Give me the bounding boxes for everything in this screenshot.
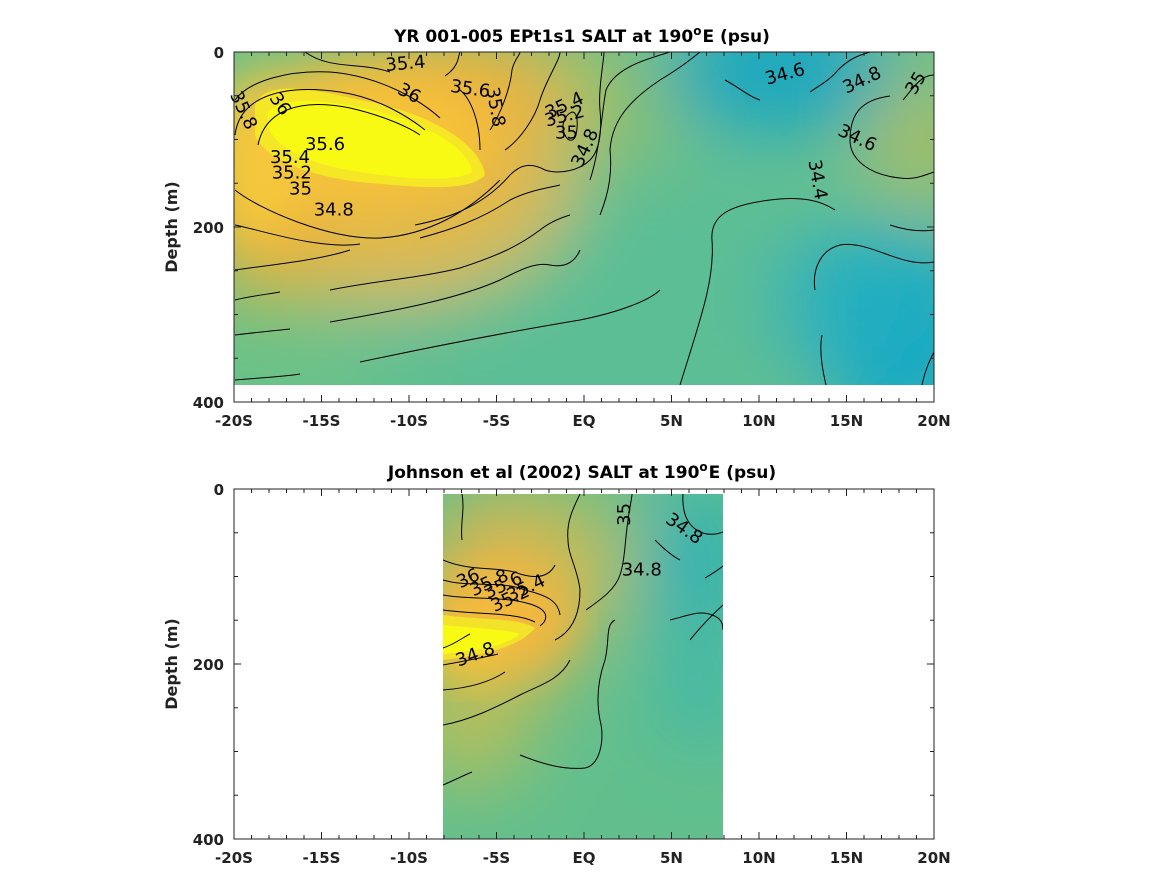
top-axis-ticks: -20S -15S -10S -5S EQ 5N 10N 15N 20N 0 200 400 (193, 44, 951, 430)
top-contour-label: 35 (289, 178, 312, 199)
top-contours (234, 52, 934, 385)
bottom-y-tick-label: 400 (193, 831, 224, 849)
top-contour-label: 35 (555, 122, 578, 143)
bottom-x-tick-label: 5N (660, 849, 683, 867)
top-x-tick-label: 20N (917, 412, 950, 430)
bottom-x-tick-label: EQ (573, 849, 596, 867)
bottom-y-axis-label: Depth (m) (162, 618, 181, 710)
top-x-tick-label: -5S (483, 412, 510, 430)
top-x-tick-label: 10N (742, 412, 775, 430)
bottom-panel: Johnson et al (2002) SALT at 190oE (psu) (162, 460, 951, 867)
bottom-contour-label: 34.8 (622, 559, 662, 580)
top-x-tick-label: EQ (573, 412, 596, 430)
bottom-contours (443, 494, 723, 786)
top-x-tick-label: -15S (303, 412, 341, 430)
bottom-x-tick-label: 15N (830, 849, 863, 867)
bottom-panel-title: Johnson et al (2002) SALT at 190oE (psu) (387, 460, 776, 483)
top-y-tick-label: 400 (193, 394, 224, 412)
bottom-contour-label: 35 (614, 503, 635, 526)
top-salinity-field (234, 52, 934, 385)
top-contour-label: 35.6 (305, 134, 345, 155)
top-x-tick-label: -10S (390, 412, 428, 430)
top-x-tick-label: 5N (660, 412, 683, 430)
top-panel-title: YR 001-005 EPt1s1 SALT at 190oE (psu) (393, 24, 770, 47)
top-panel: YR 001-005 EPt1s1 SALT at 190oE (psu) (162, 24, 951, 430)
bottom-x-tick-label: -5S (483, 849, 510, 867)
top-y-tick-label: 0 (214, 44, 224, 62)
bottom-x-tick-label: -20S (215, 849, 253, 867)
top-contour-label: 34.8 (314, 199, 354, 220)
top-x-tick-label: -20S (215, 412, 253, 430)
top-y-tick-label: 200 (193, 219, 224, 237)
bottom-x-tick-label: -15S (303, 849, 341, 867)
bottom-axis-ticks: -20S -15S -10S -5S EQ 5N 10N 15N 20N 0 200 400 (193, 481, 951, 867)
bottom-y-tick-label: 200 (193, 656, 224, 674)
bottom-x-tick-label: -10S (390, 849, 428, 867)
bottom-x-tick-label: 20N (917, 849, 950, 867)
top-x-tick-label: 15N (830, 412, 863, 430)
bottom-salinity-field (443, 494, 723, 839)
bottom-x-tick-label: 10N (742, 849, 775, 867)
top-contour-label: 35.4 (385, 52, 427, 76)
top-contour-label: 35.2 (272, 163, 312, 184)
top-contour-label: 35.4 (270, 147, 310, 168)
top-y-axis-label: Depth (m) (162, 181, 181, 273)
bottom-y-tick-label: 0 (214, 481, 224, 499)
